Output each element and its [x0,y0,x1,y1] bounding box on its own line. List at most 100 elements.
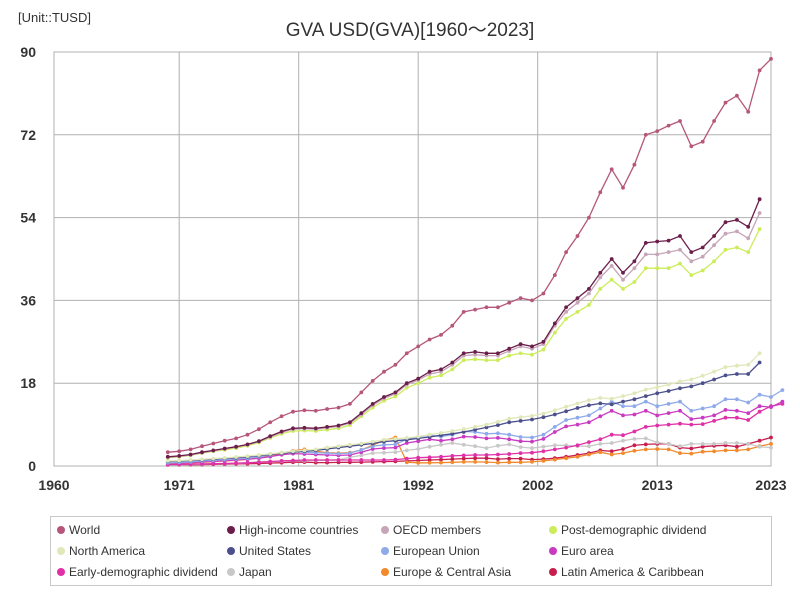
data-point-united-states [609,402,614,407]
data-point-united-states [587,403,591,408]
data-point-europe-central-asia [666,447,671,452]
data-point-early-demographic-dividend [678,421,682,426]
data-point-japan [484,446,489,450]
data-point-world [370,379,375,383]
data-point-early-demographic-dividend [234,461,239,466]
data-point-high-income-countries [678,234,682,238]
data-point-european-union [496,431,500,436]
data-point-north-america [279,450,284,455]
data-point-high-income-countries [313,426,318,431]
data-point-united-states [450,431,455,436]
data-point-oecd-members [666,250,671,255]
data-point-europe-central-asia [723,448,728,453]
data-point-japan [507,442,512,447]
data-point-european-union [655,404,660,409]
data-point-japan [735,441,739,445]
data-point-north-america [268,451,273,456]
data-point-north-america [450,429,455,433]
data-point-united-states [473,427,477,432]
data-point-europe-central-asia [518,460,523,465]
data-point-world [188,447,193,452]
data-point-euro-area [439,438,443,443]
data-point-europe-central-asia [621,451,625,455]
data-point-north-america [382,437,386,442]
data-point-european-union [632,404,637,409]
y-tick-label: 36 [20,292,36,308]
data-point-latin-america-caribbean [689,446,694,451]
data-point-europe-central-asia [575,454,580,459]
data-point-post-demographic-dividend [655,266,660,271]
legend-item: High-income countries [227,523,358,537]
legend-label: Post-demographic dividend [561,523,707,537]
data-point-united-states [757,360,762,365]
data-point-world [200,444,204,449]
data-point-high-income-countries [211,448,216,453]
data-point-high-income-countries [541,339,546,344]
x-tick-label: 1960 [38,477,69,493]
data-point-world [564,250,568,255]
data-point-euro-area [575,422,580,427]
data-point-european-union [769,395,773,399]
data-point-early-demographic-dividend [313,458,318,462]
data-point-world [393,362,398,367]
data-point-japan [621,438,625,443]
data-point-world [382,369,386,374]
data-point-latin-america-caribbean [461,456,466,461]
legend-item: European Union [381,544,480,558]
data-point-early-demographic-dividend [507,452,512,456]
data-point-north-america [609,396,614,401]
data-point-world [313,408,318,413]
data-point-european-union [587,413,591,418]
data-point-north-america [461,427,466,432]
data-point-early-demographic-dividend [404,456,409,461]
data-point-north-america [632,391,637,396]
data-point-world [165,450,170,455]
data-point-north-america [473,425,477,429]
data-point-europe-central-asia [609,452,614,457]
data-point-high-income-countries [518,342,523,346]
data-point-early-demographic-dividend [245,460,250,465]
data-point-high-income-countries [655,239,660,244]
legend-label: North America [69,544,146,558]
data-point-european-union [666,402,671,406]
data-point-north-america [404,436,409,440]
data-point-european-union [564,418,568,422]
data-point-united-states [552,412,557,417]
data-point-high-income-countries [712,234,716,238]
legend-item: United States [227,544,311,558]
y-tick-label: 0 [28,458,36,474]
data-point-united-states [484,425,489,430]
data-point-world [769,57,773,61]
data-point-early-demographic-dividend [598,437,603,442]
data-point-europe-central-asia [643,447,648,452]
data-point-high-income-countries [200,450,204,455]
data-point-north-america [575,401,580,406]
data-point-early-demographic-dividend [302,458,307,462]
data-point-high-income-countries [348,420,352,425]
data-point-united-states [643,394,648,398]
data-point-early-demographic-dividend [689,422,694,427]
data-point-japan [461,442,466,447]
data-point-japan [427,444,432,449]
data-point-high-income-countries [177,454,182,458]
data-point-world [598,190,603,195]
data-point-world [655,129,660,134]
data-point-early-demographic-dividend [370,458,375,462]
data-point-high-income-countries [552,321,557,326]
data-point-european-union [678,399,682,404]
data-point-post-demographic-dividend [735,245,739,250]
series-layer [165,57,785,467]
data-point-post-demographic-dividend [507,353,512,358]
data-point-post-demographic-dividend [575,310,580,314]
data-point-north-america [655,385,660,390]
data-point-north-america [336,444,341,449]
data-point-high-income-countries [666,238,671,243]
data-point-post-demographic-dividend [609,277,614,282]
data-point-oecd-members [621,277,625,282]
data-point-japan [530,446,534,450]
data-point-euro-area [735,408,739,413]
data-point-world [439,333,443,337]
legend-label: Europe & Central Asia [393,565,512,579]
data-point-euro-area [598,414,603,419]
data-point-high-income-countries [302,425,307,430]
